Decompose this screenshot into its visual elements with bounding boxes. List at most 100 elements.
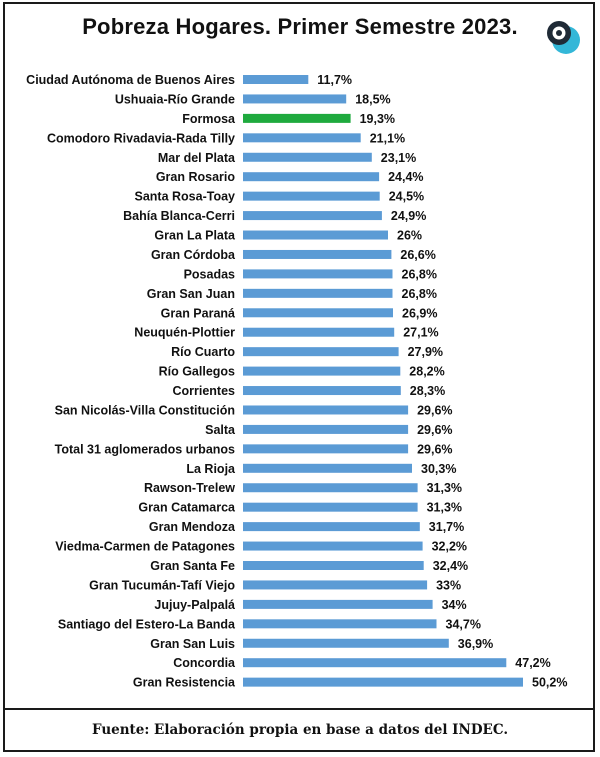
category-label: Salta [205, 423, 236, 437]
data-label: 21,1% [370, 131, 405, 145]
bar [243, 561, 424, 570]
data-label: 31,7% [429, 520, 464, 534]
data-label: 24,4% [388, 170, 423, 184]
data-label: 32,2% [432, 540, 467, 554]
data-label: 29,6% [417, 423, 452, 437]
data-label: 26,8% [402, 287, 437, 301]
data-label: 28,3% [410, 384, 445, 398]
category-label: Gran San Juan [147, 287, 235, 301]
circle-q-logo-icon [547, 21, 580, 54]
bar [243, 230, 388, 240]
category-label: Formosa [182, 112, 236, 126]
category-label: Comodoro Rivadavia-Rada Tilly [47, 131, 235, 145]
category-label: Gran Catamarca [138, 501, 236, 515]
category-label: Gran Rosario [156, 170, 236, 184]
data-label: 23,1% [381, 151, 416, 165]
bar [243, 366, 401, 376]
category-label: Viedma-Carmen de Patagones [55, 540, 235, 554]
bar [243, 386, 401, 396]
bar [243, 677, 523, 687]
bar [243, 483, 418, 493]
data-label: 26,8% [402, 267, 437, 281]
category-label: Gran Paraná [161, 306, 235, 320]
data-label: 18,5% [355, 92, 390, 106]
data-label: 32,4% [433, 559, 468, 573]
data-label: 26% [397, 229, 422, 243]
data-label: 27,1% [403, 326, 438, 340]
bar [243, 308, 393, 318]
footer-divider [5, 708, 593, 710]
category-label: Corrientes [172, 384, 235, 398]
category-label: Rawson-Trelew [144, 481, 235, 495]
bar [243, 580, 428, 590]
bar [243, 658, 507, 668]
bar [243, 211, 382, 221]
data-label: 29,6% [417, 442, 452, 456]
data-label: 11,7% [317, 73, 352, 87]
data-label: 26,9% [402, 306, 437, 320]
category-label: Concordia [173, 656, 236, 670]
category-label: Gran La Plata [154, 229, 236, 243]
bar [243, 191, 380, 201]
category-label: San Nicolás-Villa Constitución [55, 403, 235, 417]
category-label: Jujuy-Palpalá [154, 598, 235, 612]
bar [243, 619, 437, 629]
data-label: 50,2% [532, 676, 567, 690]
data-label: 34% [442, 598, 467, 612]
category-label: La Rioja [186, 462, 236, 476]
data-label: 27,9% [408, 345, 443, 359]
category-label: Santa Rosa-Toay [135, 190, 236, 204]
category-label: Santiago del Estero-La Banda [58, 617, 236, 631]
data-label: 31,3% [427, 481, 462, 495]
data-label: 34,7% [446, 617, 481, 631]
bar [243, 444, 409, 454]
category-label: Bahía Blanca-Cerri [123, 209, 235, 223]
bar [243, 347, 399, 357]
category-label: Gran Tucumán-Tafí Viejo [89, 578, 235, 592]
data-label: 33% [436, 578, 461, 592]
category-label: Gran Córdoba [151, 248, 236, 262]
category-label: Gran Mendoza [149, 520, 236, 534]
source-note: Fuente: Elaboración propia en base a dat… [91, 722, 509, 738]
category-label: Ciudad Autónoma de Buenos Aires [26, 73, 235, 87]
category-label: Neuquén-Plottier [134, 326, 235, 340]
bar [243, 172, 380, 182]
bar [243, 405, 409, 415]
data-label: 24,5% [389, 190, 424, 204]
bar [243, 288, 393, 298]
category-label: Gran San Luis [150, 637, 235, 651]
data-label: 19,3% [360, 112, 395, 126]
data-label: 47,2% [515, 656, 550, 670]
bar [243, 541, 423, 551]
category-label: Posadas [184, 267, 235, 281]
category-label: Gran Resistencia [133, 676, 236, 690]
bar [243, 269, 393, 279]
bar [243, 249, 392, 259]
data-label: 31,3% [427, 501, 462, 515]
chart-title: Pobreza Hogares. Primer Semestre 2023. [82, 14, 518, 39]
data-label: 29,6% [417, 403, 452, 417]
data-label: 28,2% [409, 365, 444, 379]
data-label: 30,3% [421, 462, 456, 476]
bar [243, 327, 395, 337]
bar [243, 424, 409, 434]
bar [243, 113, 351, 123]
bar [243, 502, 418, 512]
data-label: 24,9% [391, 209, 426, 223]
bar [243, 599, 433, 609]
category-label: Ushuaia-Río Grande [115, 92, 235, 106]
data-label: 26,6% [400, 248, 435, 262]
category-label: Río Gallegos [159, 365, 235, 379]
bar [243, 522, 420, 532]
bar [243, 638, 449, 648]
data-label: 36,9% [458, 637, 493, 651]
category-label: Total 31 aglomerados urbanos [55, 442, 235, 456]
category-label: Gran Santa Fe [150, 559, 235, 573]
bar [243, 463, 412, 473]
bar [243, 152, 372, 162]
category-label: Mar del Plata [158, 151, 236, 165]
bar [243, 133, 361, 143]
category-label: Río Cuarto [171, 345, 235, 359]
bar [243, 75, 309, 84]
